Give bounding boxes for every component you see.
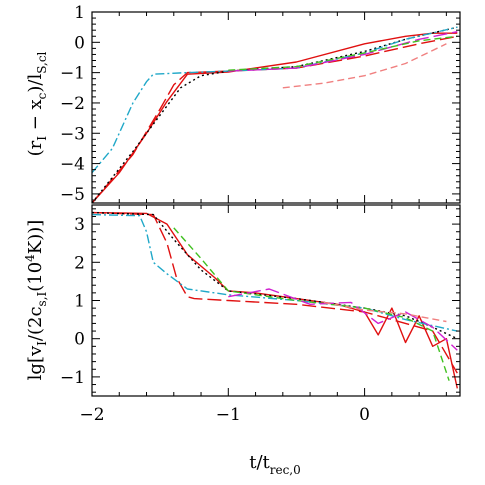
top-series-line-3	[92, 26, 458, 174]
top-y-tick-label: −1	[60, 64, 85, 84]
bottom-series-line-3	[92, 213, 458, 332]
bottom-y-tick-label: 0	[74, 330, 85, 350]
top-panel: −5 −4 −3 −2 −1 0 1	[60, 3, 461, 205]
bottom-panel: −1 0 1 2 3 −2 −1 0	[60, 204, 461, 425]
bottom-y-tick-label: 2	[74, 253, 85, 273]
bottom-series-line-4	[173, 227, 450, 381]
top-series-line-5	[228, 35, 458, 71]
top-y-tick-label: 1	[74, 3, 85, 23]
bottom-series-group	[92, 211, 458, 389]
top-series-line-6	[282, 43, 447, 89]
top-y-tick-label: −4	[60, 155, 85, 175]
bottom-plot-frame	[91, 204, 461, 397]
bottom-y-tick-label: 3	[74, 215, 85, 235]
bottom-series-line-5	[228, 288, 458, 351]
x-axis-label: t/trec,0	[249, 452, 301, 477]
top-series-line-1	[92, 35, 458, 203]
bottom-x-tick-label: 0	[359, 405, 370, 425]
bottom-x-tick-label: −1	[216, 405, 241, 425]
bottom-series-line-6	[323, 301, 447, 323]
top-series-line-2	[92, 26, 458, 203]
bottom-series-line-1	[92, 211, 458, 374]
top-series-group	[92, 26, 458, 203]
bottom-series-line-2	[92, 211, 458, 340]
bottom-x-tick-label: −2	[79, 405, 104, 425]
bottom-series-line-0	[92, 211, 458, 389]
top-y-tick-label: −3	[60, 124, 85, 144]
top-y-axis-label: (rI − xc)/lS,cl	[25, 51, 49, 156]
bottom-y-tick-label: −1	[60, 368, 85, 388]
top-y-tick-label: −2	[60, 94, 85, 114]
top-y-tick-label: −5	[60, 185, 85, 205]
bottom-y-axis-label: lg[vI/(2cs,I(104K))]	[23, 220, 49, 381]
top-series-line-4	[228, 31, 458, 72]
top-y-tick-label: 0	[74, 33, 85, 53]
top-plot-frame	[91, 11, 461, 204]
top-series-line-0	[92, 32, 458, 203]
bottom-y-tick-label: 1	[74, 292, 85, 312]
